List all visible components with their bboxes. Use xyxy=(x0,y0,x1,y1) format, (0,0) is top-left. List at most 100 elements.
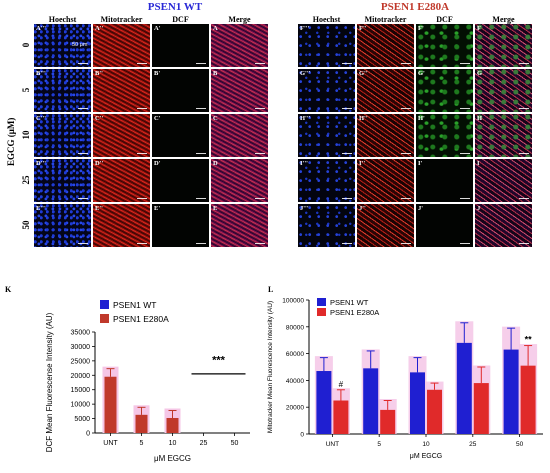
x-tick-label: 10 xyxy=(169,440,177,447)
panel-label: B'' xyxy=(95,70,103,77)
legend-label-wt: PSEN1 WT xyxy=(113,300,156,310)
y-tick-label: 60000 xyxy=(286,351,304,358)
scale-bar xyxy=(137,242,147,244)
scale-bar xyxy=(401,107,411,109)
scale-bar xyxy=(78,62,88,64)
panel-label: J''' xyxy=(300,205,309,212)
legend-label-e280a: PSEN1 E280A xyxy=(330,308,379,317)
chart-l: 0 20000 40000 60000 80000 100000 Mitotracker M… xyxy=(267,298,543,460)
micrograph-panel: E'' xyxy=(93,204,150,247)
panel-label: G xyxy=(477,70,483,77)
micrograph-panel: G' xyxy=(416,69,473,112)
legend-swatch-wt xyxy=(100,300,109,309)
micrograph-panel: J' xyxy=(416,204,473,247)
bar-wt xyxy=(410,372,425,434)
row-axis-title: EGCG (μM) xyxy=(6,117,16,166)
legend-label-e280a: PSEN1 E280A xyxy=(113,314,169,324)
bar-e280a xyxy=(135,414,148,433)
right-group-title: PSEN1 E280A xyxy=(380,1,450,13)
scale-bar xyxy=(519,242,529,244)
micrograph-panel: I' xyxy=(416,159,473,202)
scale-bar xyxy=(78,152,88,154)
panel-label: B' xyxy=(154,70,161,77)
panel-label: E' xyxy=(154,205,161,212)
scale-bar xyxy=(78,197,88,199)
micrograph-panel: B xyxy=(211,69,268,112)
panel-label: E''' xyxy=(36,205,46,212)
y-axis-title: Mitotracker Mean Fluorescence Intensity … xyxy=(267,301,274,433)
x-tick-label: UNT xyxy=(326,441,339,448)
y-tick-label: 5000 xyxy=(74,416,90,423)
micrograph-panel: D'' xyxy=(93,159,150,202)
y-tick-label: 0 xyxy=(86,431,90,438)
scale-bar xyxy=(196,152,206,154)
y-tick-label: 20000 xyxy=(71,373,91,380)
column-header-mitotracker: Mitotracker xyxy=(364,15,407,24)
micrograph-panel: H' xyxy=(416,114,473,157)
micrograph-panel: E''' xyxy=(34,204,91,247)
scale-bar xyxy=(519,152,529,154)
panel-label: F'' xyxy=(359,25,367,32)
panel-label: D'' xyxy=(95,160,104,167)
y-tick-label: 40000 xyxy=(286,378,304,385)
panel-label: F xyxy=(477,25,481,32)
scale-bar xyxy=(342,197,352,199)
panel-l-label: L xyxy=(268,285,274,294)
bar-e280a xyxy=(380,409,396,434)
micrograph-panel: B''' xyxy=(34,69,91,112)
left-group-title: PSEN1 WT xyxy=(147,1,203,13)
panel-label: G'' xyxy=(359,70,368,77)
x-tick-label: 50 xyxy=(516,441,524,448)
micrograph-panel: H xyxy=(475,114,532,157)
panel-label: A''' xyxy=(36,25,47,32)
bar-wt xyxy=(316,371,332,434)
panel-label: D' xyxy=(154,160,161,167)
x-tick-label: UNT xyxy=(103,440,118,447)
scale-bar xyxy=(401,152,411,154)
micrograph-panel: C xyxy=(211,114,268,157)
column-header-merge: Merge xyxy=(492,15,515,24)
scale-bar xyxy=(519,62,529,64)
y-tick-label: 15000 xyxy=(71,387,91,394)
chart-k: 0 5000 10000 15000 20000 25000 30000 35000 DCF M… xyxy=(45,300,250,463)
micrograph-panel: D''' xyxy=(34,159,91,202)
panel-label: H xyxy=(477,115,483,122)
scale-bar xyxy=(196,242,206,244)
micrograph-panel: A xyxy=(211,24,268,67)
micrograph-panel: B' xyxy=(152,69,209,112)
panel-label: A' xyxy=(154,25,161,32)
panel-label: J xyxy=(477,205,481,212)
column-header-merge: Merge xyxy=(228,15,251,24)
panel-label: C''' xyxy=(36,115,47,122)
bar-wt xyxy=(363,368,379,434)
column-header-hoechst: Hoechst xyxy=(48,15,77,24)
bar-wt xyxy=(503,349,519,434)
panel-label: H''' xyxy=(300,115,311,122)
scale-bar xyxy=(196,62,206,64)
bar-e280a xyxy=(166,417,179,433)
micrograph-panel: A'' xyxy=(93,24,150,67)
x-tick-label: 25 xyxy=(469,441,477,448)
panel-label: J'' xyxy=(359,205,366,212)
panel-label: I' xyxy=(418,160,423,167)
scale-bar xyxy=(255,107,265,109)
y-tick-label: 20000 xyxy=(286,405,304,412)
micrograph-panel: J xyxy=(475,204,532,247)
scale-bar xyxy=(137,107,147,109)
x-tick-label: 5 xyxy=(140,440,144,447)
row-label: 0 xyxy=(21,42,31,47)
micrograph-panel: I''' xyxy=(298,159,355,202)
bar-e280a xyxy=(333,400,349,434)
significance-annotation: ** xyxy=(525,335,533,345)
panel-label: A'' xyxy=(95,25,104,32)
scale-bar xyxy=(342,107,352,109)
scale-bar xyxy=(342,242,352,244)
row-label: 5 xyxy=(21,87,31,92)
bar-e280a xyxy=(520,365,536,434)
panel-label: F' xyxy=(418,25,424,32)
bar-e280a xyxy=(473,383,489,434)
panel-label: C' xyxy=(154,115,161,122)
micrograph-panel: F''' xyxy=(298,24,355,67)
row-label: 50 xyxy=(21,220,31,229)
y-tick-label: 35000 xyxy=(71,330,91,337)
